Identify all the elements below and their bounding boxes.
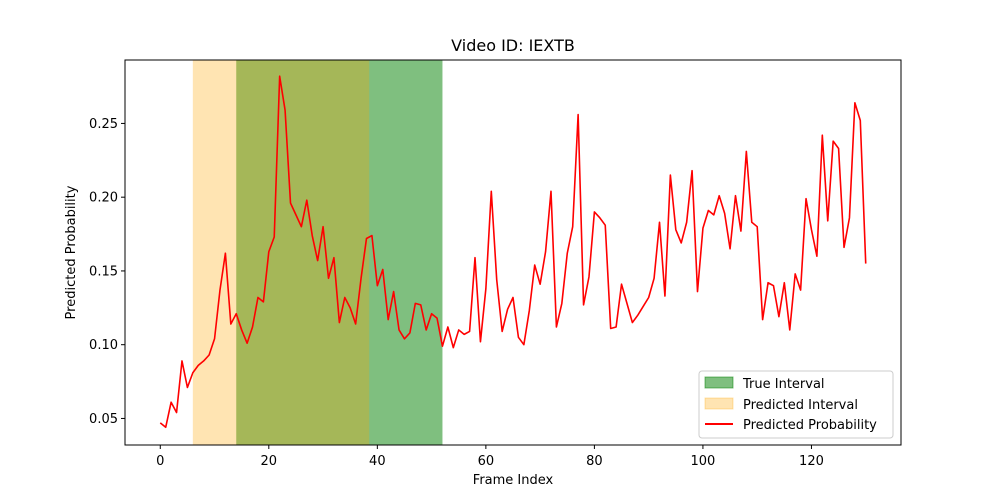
true-interval-span: [236, 60, 443, 445]
x-tick-label: 40: [369, 454, 386, 469]
series-group: [159, 75, 867, 429]
plot-frame: [124, 59, 902, 446]
legend-swatch-true-interval: [704, 376, 734, 389]
y-tick-label: 0.25: [89, 117, 118, 132]
legend-label-predicted-interval: Predicted Interval: [743, 398, 858, 413]
x-tick-label: 0: [156, 454, 164, 469]
y-axis-label: Predicted Probability: [64, 185, 79, 319]
predicted-interval-span: [192, 60, 370, 445]
x-axis-ticks: 0 20 40 60 80 100 120: [156, 445, 824, 469]
y-tick-label: 0.20: [89, 191, 118, 206]
y-tick-label: 0.10: [89, 338, 118, 353]
legend-swatch-predicted-interval: [704, 397, 734, 410]
x-tick-label: 80: [586, 454, 603, 469]
y-tick-label: 0.15: [89, 264, 118, 279]
chart-title: Video ID: IEXTB: [451, 36, 575, 55]
legend-box: [698, 370, 894, 439]
legend-label-predicted-probability: Predicted Probability: [743, 418, 877, 433]
interval-spans: [192, 60, 443, 445]
y-tick-label: 0.05: [89, 412, 118, 427]
y-axis-ticks: 0.05 0.10 0.15 0.20 0.25: [89, 117, 125, 427]
legend: True Interval Predicted Interval Predict…: [698, 370, 894, 439]
x-tick-label: 60: [478, 454, 495, 469]
legend-label-true-interval: True Interval: [742, 377, 825, 392]
x-tick-label: 100: [691, 454, 716, 469]
x-axis-label: Frame Index: [473, 473, 554, 488]
series-line-predicted-probability: [159, 75, 867, 429]
x-tick-label: 120: [799, 454, 824, 469]
x-tick-label: 20: [261, 454, 278, 469]
